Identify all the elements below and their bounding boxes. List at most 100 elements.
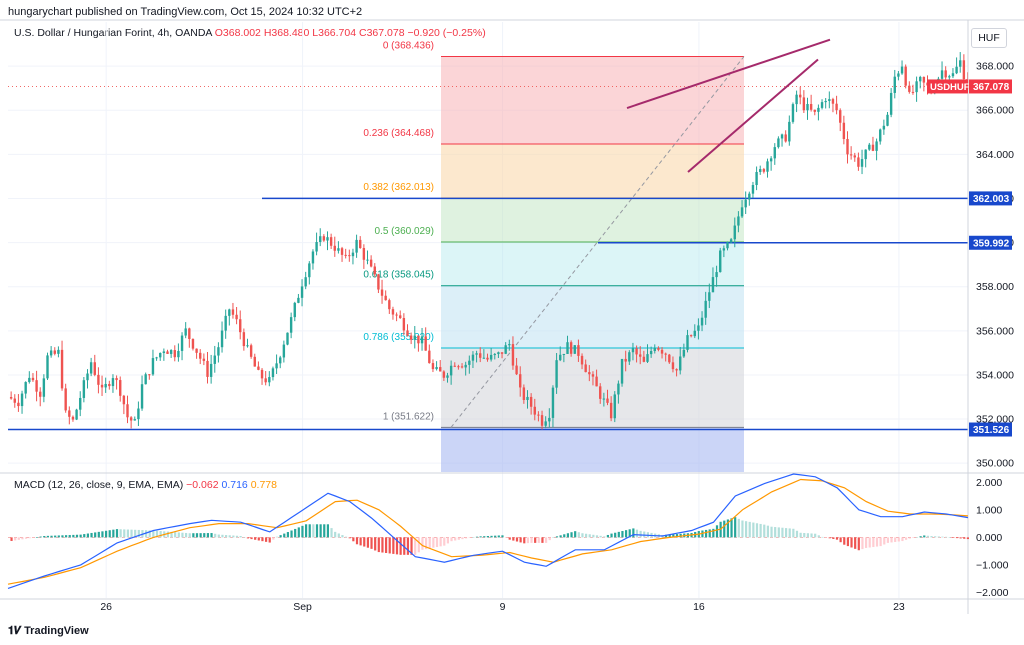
macd-histogram-bar xyxy=(257,537,260,541)
macd-histogram-bar xyxy=(188,533,191,538)
candle-body xyxy=(802,97,806,111)
candle-body xyxy=(791,104,795,122)
fib-level-label: 0.618 (358.045) xyxy=(363,270,434,281)
macd-histogram-bar xyxy=(726,519,729,538)
candle-body xyxy=(311,251,315,264)
candle-body xyxy=(809,104,813,110)
macd-histogram-bar xyxy=(712,528,715,538)
candle-body xyxy=(42,378,46,397)
candle-body xyxy=(777,138,780,148)
candle-body xyxy=(726,242,729,249)
macd-histogram-bar xyxy=(770,526,773,538)
macd-histogram-bar xyxy=(199,533,202,538)
macd-histogram-bar xyxy=(446,537,449,544)
macd-histogram-bar xyxy=(424,537,428,550)
candle-body xyxy=(831,99,835,104)
candle-body xyxy=(588,372,591,375)
macd-histogram-bar xyxy=(301,525,304,538)
candle-body xyxy=(504,345,507,354)
candle-body xyxy=(489,354,493,360)
macd-histogram-bar xyxy=(497,535,500,538)
candle-body xyxy=(217,347,220,356)
candle-body xyxy=(522,387,526,400)
candle-body xyxy=(435,367,438,370)
candle-body xyxy=(584,364,587,373)
candle-body xyxy=(417,335,420,344)
candle-body xyxy=(871,144,875,151)
macd-histogram-bar xyxy=(930,536,933,538)
macd-legend: MACD (12, 26, close, 9, EMA, EMA) −0.062… xyxy=(14,479,277,491)
macd-histogram-bar xyxy=(384,537,388,553)
candle-body xyxy=(471,354,475,361)
macd-histogram-bar xyxy=(152,530,155,538)
candle-body xyxy=(180,335,184,351)
candle-body xyxy=(729,239,733,243)
macd-histogram-bar xyxy=(72,534,75,538)
macd-histogram-bar xyxy=(955,537,959,539)
level-badge-label: 359.992 xyxy=(973,238,1010,249)
macd-histogram-bar xyxy=(159,531,162,538)
candle-body xyxy=(922,76,926,83)
candle-body xyxy=(304,277,307,287)
macd-histogram-bar xyxy=(839,537,842,543)
macd-histogram-bar xyxy=(79,534,82,538)
candle-body xyxy=(439,367,442,372)
candle-body xyxy=(955,66,958,74)
macd-histogram-bar xyxy=(86,533,89,538)
macd-histogram-bar xyxy=(584,533,588,538)
macd-histogram-bar xyxy=(966,537,969,540)
macd-histogram-bar xyxy=(934,536,937,538)
macd-histogram-bar xyxy=(24,537,28,539)
macd-histogram-bar xyxy=(57,535,60,538)
candle-body xyxy=(573,345,576,354)
candle-body xyxy=(864,149,867,160)
macd-histogram-bar xyxy=(410,537,413,555)
candle-body xyxy=(220,330,224,348)
candle-body xyxy=(202,358,206,361)
macd-histogram-bar xyxy=(574,531,577,538)
candle-body xyxy=(468,360,471,365)
candle-body xyxy=(148,374,151,376)
candle-body xyxy=(555,360,558,388)
macd-histogram-bar xyxy=(148,530,151,538)
macd-histogram-bar xyxy=(337,533,340,538)
macd-histogram-bar xyxy=(203,533,206,538)
candle-body xyxy=(591,374,595,377)
brand-label: TradingView xyxy=(24,625,89,637)
macd-histogram-bar xyxy=(959,537,962,539)
macd-histogram-bar xyxy=(326,524,329,538)
candle-body xyxy=(257,366,260,370)
macd-histogram-bar xyxy=(210,533,213,538)
macd-histogram-bar xyxy=(799,532,802,538)
macd-histogram-bar xyxy=(828,537,831,539)
macd-histogram-bar xyxy=(432,537,435,548)
macd-histogram-bar xyxy=(923,535,926,538)
macd-histogram-bar xyxy=(519,537,522,543)
macd-histogram-bar xyxy=(181,532,184,538)
candle-body xyxy=(242,332,246,347)
wedge-lower-line[interactable] xyxy=(687,58,819,173)
macd-histogram-bar xyxy=(319,524,322,538)
candle-body xyxy=(559,354,562,361)
macd-histogram-bar xyxy=(304,524,308,538)
candle-body xyxy=(275,363,278,369)
candle-body xyxy=(384,295,387,301)
candle-body xyxy=(239,319,242,333)
symbol-title: U.S. Dollar / Hungarian Forint, 4h, OAND… xyxy=(14,27,212,39)
macd-histogram-bar xyxy=(272,537,275,540)
macd-histogram-bar xyxy=(217,534,220,538)
macd-histogram-bar xyxy=(166,531,169,538)
wedge-upper-line[interactable] xyxy=(626,38,831,109)
candle-body xyxy=(213,355,216,364)
macd-histogram-bar xyxy=(748,521,751,538)
macd-histogram-bar xyxy=(588,534,591,538)
macd-histogram-bar xyxy=(788,528,791,538)
candle-body xyxy=(369,259,373,267)
candle-body xyxy=(944,70,947,78)
candle-body xyxy=(431,363,435,370)
macd-histogram-bar xyxy=(323,524,326,538)
last-price-label: 367.078 xyxy=(973,82,1010,93)
currency-button[interactable]: HUF xyxy=(971,28,1007,48)
candle-body xyxy=(784,134,787,142)
